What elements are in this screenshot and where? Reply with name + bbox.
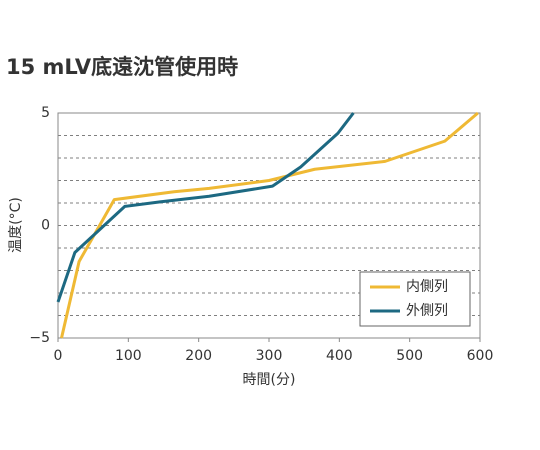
legend-box	[359, 271, 471, 327]
legend-label: 外側列	[406, 303, 448, 319]
y-tick-label: 0	[41, 218, 50, 234]
x-tick-label: 0	[54, 348, 63, 364]
legend-label: 内側列	[406, 279, 448, 295]
y-axis-label: 温度(°C)	[8, 197, 24, 253]
y-tick-label: −5	[29, 330, 50, 346]
chart-title: 15 mLV底遠沈管使用時	[6, 55, 238, 79]
x-tick-label: 100	[115, 348, 142, 364]
x-tick-label: 400	[326, 348, 353, 364]
line-series	[56, 112, 355, 303]
x-tick-label: 600	[467, 348, 494, 364]
x-tick-label: 200	[185, 348, 212, 364]
x-tick-label: 500	[396, 348, 423, 364]
x-axis-label: 時間(分)	[243, 372, 296, 388]
x-tick-label: 300	[256, 348, 283, 364]
y-tick-label: 5	[41, 105, 50, 121]
